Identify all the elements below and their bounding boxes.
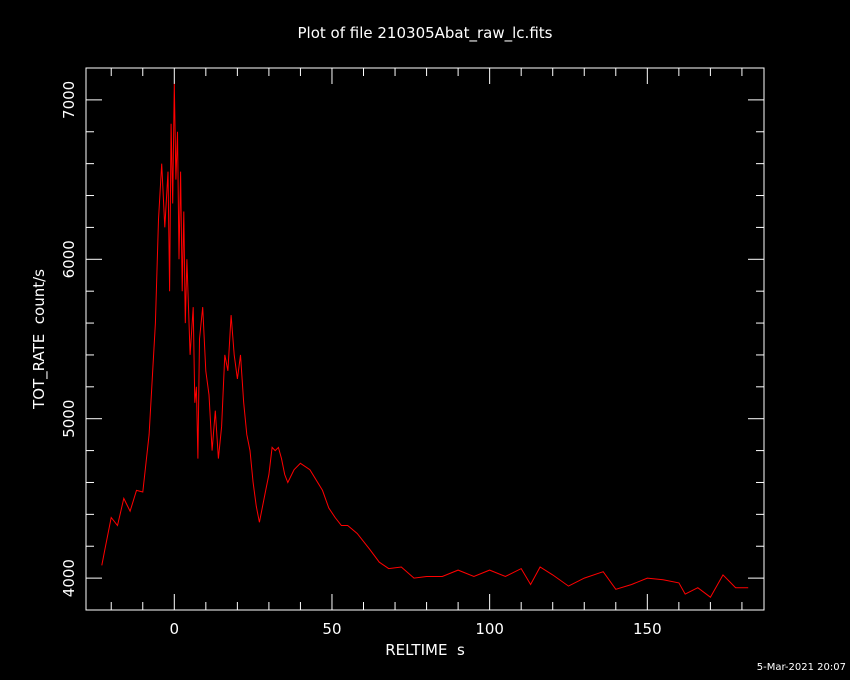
x-axis-label: RELTIME s	[385, 641, 465, 659]
x-tick-label: 50	[322, 620, 341, 638]
y-tick-label: 5000	[60, 400, 78, 438]
y-tick-label: 7000	[60, 81, 78, 119]
tick-marks	[86, 67, 764, 611]
y-axis-label: TOT_RATE count/s	[30, 269, 49, 410]
chart-title: Plot of file 210305Abat_raw_lc.fits	[298, 24, 553, 43]
y-tick-label: 4000	[60, 559, 78, 597]
y-tick-labels: 4000 5000 6000 7000	[60, 81, 78, 597]
plot-frame	[85, 67, 765, 611]
x-tick-label: 0	[170, 620, 180, 638]
x-tick-label: 100	[475, 620, 504, 638]
series-group	[101, 83, 749, 598]
x-tick-label: 150	[633, 620, 662, 638]
timestamp: 5-Mar-2021 20:07	[757, 662, 846, 673]
x-tick-labels: 0 50 100 150	[170, 620, 662, 638]
y-tick-label: 6000	[60, 240, 78, 278]
series-line	[101, 83, 749, 598]
